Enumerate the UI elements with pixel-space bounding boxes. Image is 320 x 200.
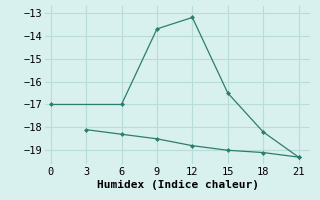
X-axis label: Humidex (Indice chaleur): Humidex (Indice chaleur): [97, 180, 259, 190]
